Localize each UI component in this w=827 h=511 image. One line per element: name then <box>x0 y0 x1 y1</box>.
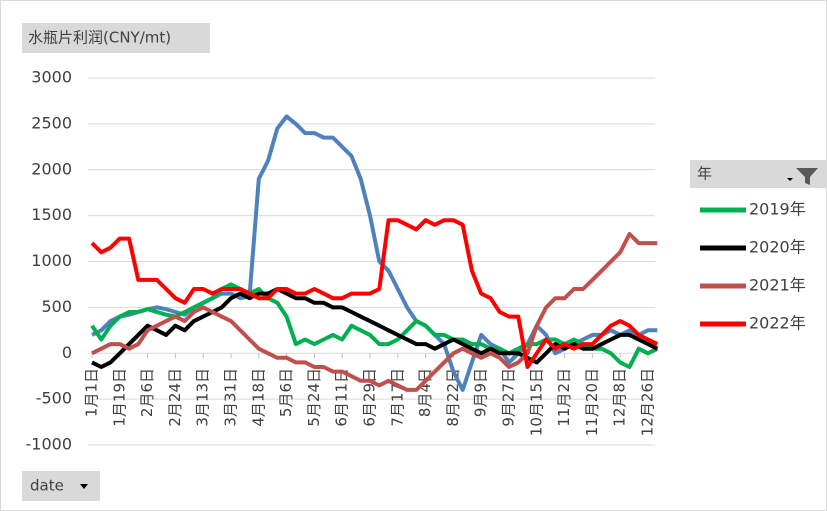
y-tick-label: -1000 <box>26 435 73 454</box>
x-tick-label: 3月13日 <box>194 368 212 427</box>
dropdown-arrow <box>787 178 793 181</box>
y-tick-label: 1000 <box>31 251 72 270</box>
x-tick-label: 3月31日 <box>222 368 240 427</box>
filter-icon <box>796 168 818 185</box>
x-tick-label: 8月4日 <box>416 368 434 417</box>
x-tick-label: 1月19日 <box>110 368 128 427</box>
x-tick-label: 4月18日 <box>249 368 267 427</box>
y-tick-label: 0 <box>62 343 72 362</box>
y-tick-label: 3000 <box>31 68 72 87</box>
x-tick-label: 12月26日 <box>639 368 657 436</box>
date-filter-label: date <box>30 477 64 495</box>
legend-label: 2021年 <box>749 276 806 295</box>
x-tick-label: 5月6日 <box>277 368 295 417</box>
x-tick-label: 5月24日 <box>305 368 323 427</box>
x-tick-label: 2月24日 <box>166 368 184 427</box>
x-tick-label: 6月29日 <box>361 368 379 427</box>
legend-label: 2019年 <box>749 200 806 219</box>
legend-label: 2020年 <box>749 238 806 257</box>
x-tick-label: 11月20日 <box>583 368 601 436</box>
title-button[interactable] <box>22 23 210 53</box>
x-tick-label: 2月6日 <box>138 368 156 417</box>
date-filter-button[interactable] <box>22 471 100 501</box>
legend-title: 年 <box>697 165 712 183</box>
y-tick-label: -500 <box>36 389 72 408</box>
series-line <box>90 218 659 369</box>
x-tick-label: 6月11日 <box>333 368 351 427</box>
y-tick-label: 1500 <box>31 205 72 224</box>
x-tick-label: 10月15日 <box>527 368 545 436</box>
chart-title: 水瓶片利润(CNY/mt) <box>28 29 171 47</box>
y-tick-label: 2500 <box>31 113 72 132</box>
series-line <box>91 232 658 392</box>
x-tick-label: 12月8日 <box>611 368 629 427</box>
x-tick-label: 9月27日 <box>500 368 518 427</box>
x-tick-label: 7月17日 <box>388 368 406 427</box>
y-tick-label: 2000 <box>31 159 72 178</box>
x-tick-label: 11月2日 <box>555 368 573 427</box>
x-tick-label: 1月1日 <box>83 368 101 417</box>
x-tick-label: 8月22日 <box>444 368 462 427</box>
legend-label: 2022年 <box>749 314 806 333</box>
series-line <box>91 287 659 369</box>
y-tick-label: 500 <box>41 297 72 316</box>
x-tick-label: 9月9日 <box>472 368 490 417</box>
dropdown-arrow <box>80 484 88 489</box>
